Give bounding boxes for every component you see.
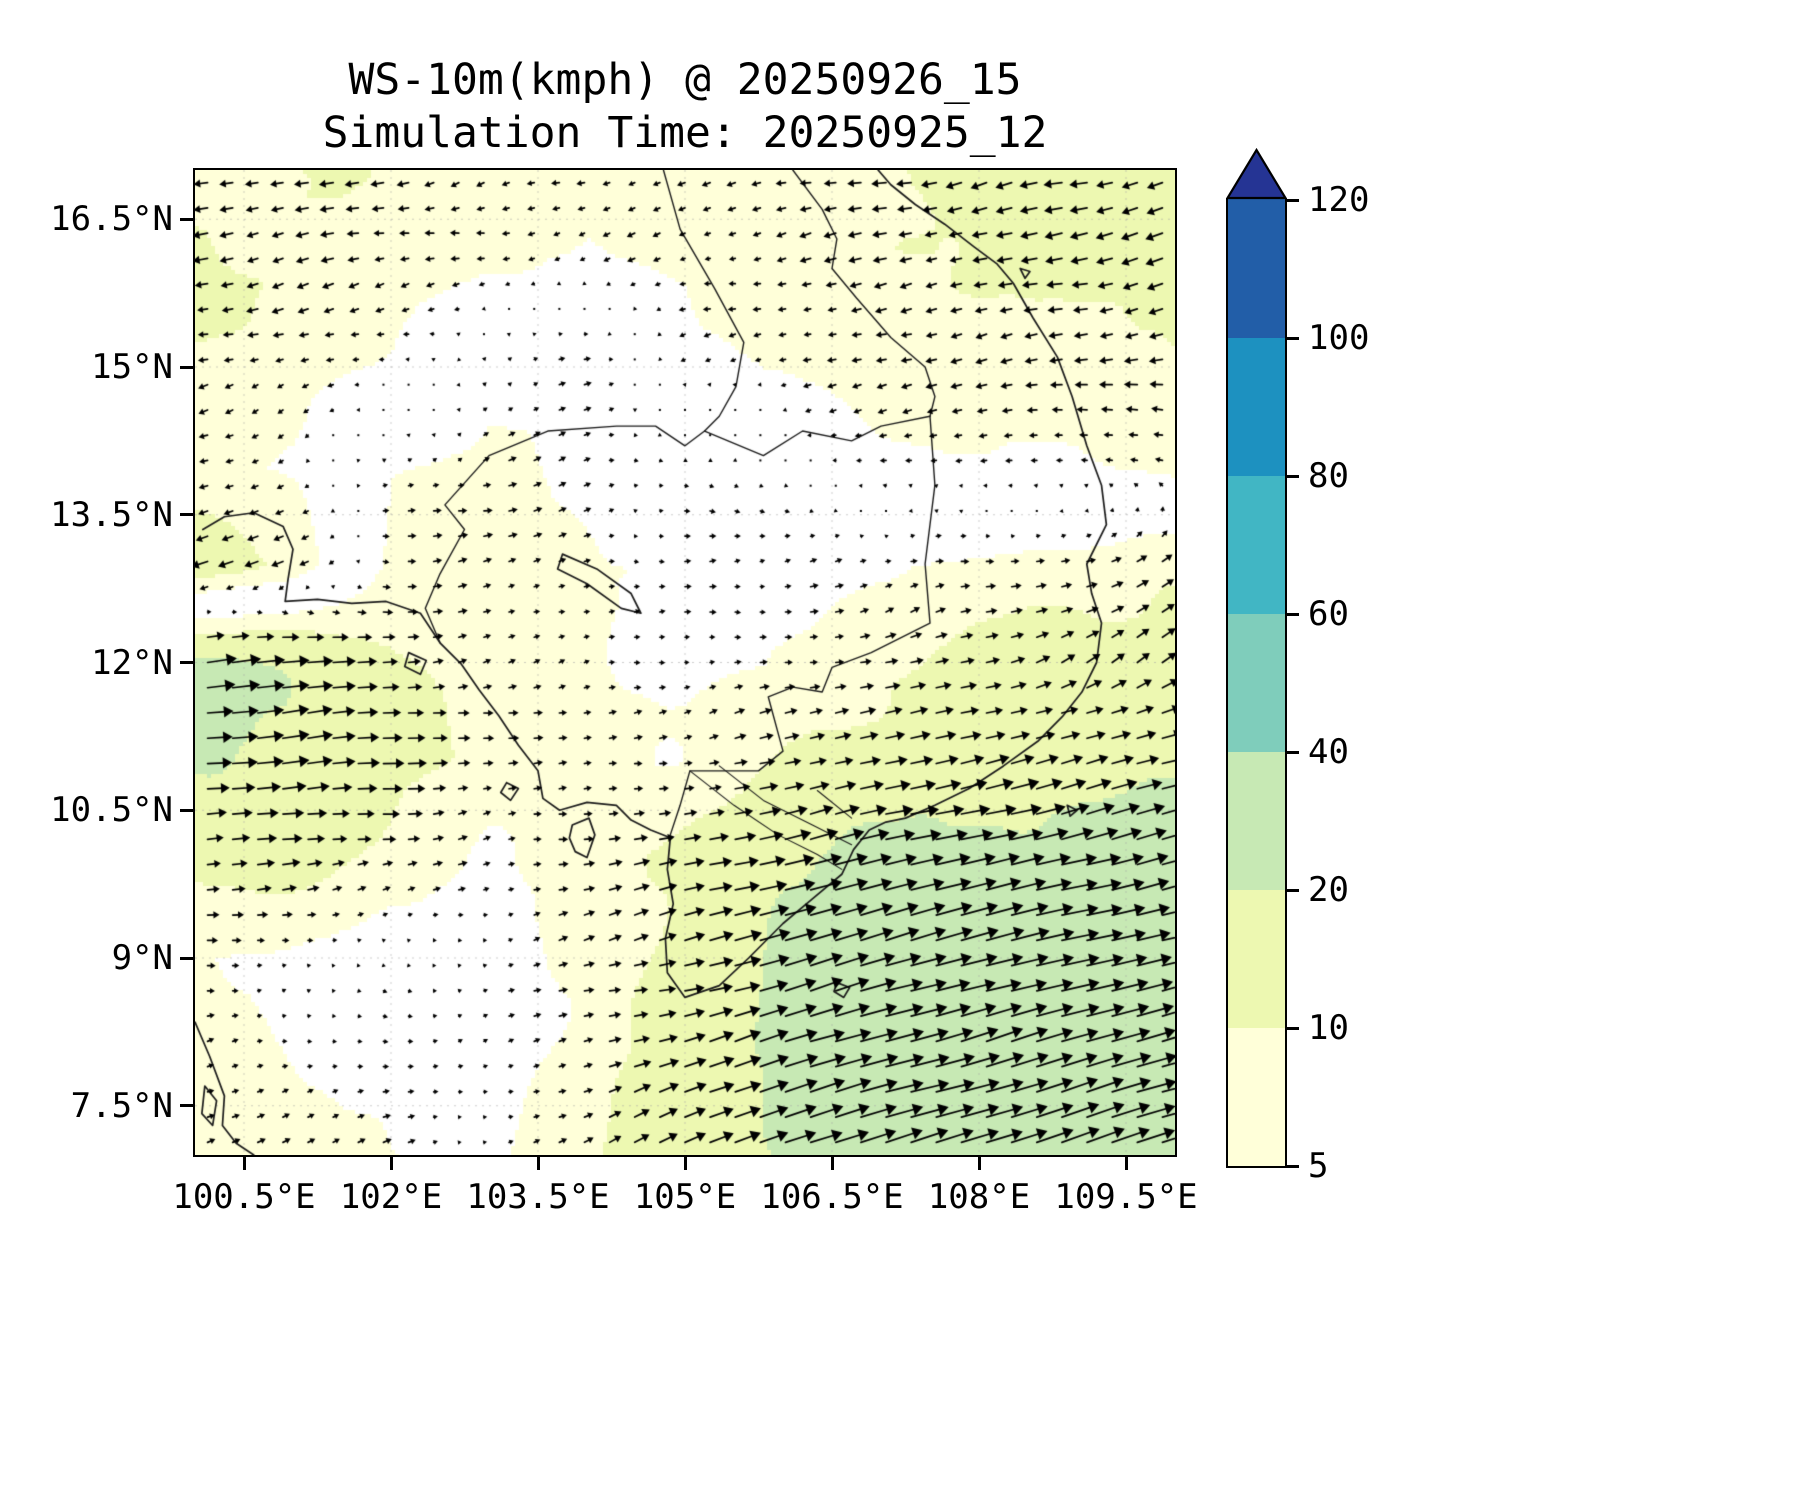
colorbar-tick [1287,336,1299,340]
map-canvas [195,170,1175,1155]
x-axis-tick [242,1157,246,1170]
y-tick-label: 12°N [91,642,173,683]
chart-title: WS-10m(kmph) @ 20250926_15 [348,55,1022,105]
colorbar-band [1228,1027,1285,1166]
colorbar-tick-label: 100 [1308,318,1370,358]
colorbar-tick [1287,1026,1299,1030]
colorbar-tick-label: 60 [1308,594,1349,634]
y-tick-label: 16.5°N [50,199,173,240]
y-tick-label: 10.5°N [50,790,173,831]
x-axis-tick [683,1157,687,1170]
y-axis-tick [180,1104,193,1108]
y-tick-label: 13.5°N [50,494,173,535]
colorbar-tick [1287,1164,1299,1168]
y-axis-tick [180,808,193,812]
chart-subtitle: Simulation Time: 20250925_12 [322,108,1048,158]
x-tick-label: 102°E [339,1177,443,1217]
colorbar-tick-label: 5 [1308,1146,1329,1186]
y-axis-tick [180,956,193,960]
x-tick-label: 108°E [927,1177,1031,1217]
x-axis-tick [830,1157,834,1170]
x-axis-tick [977,1157,981,1170]
colorbar-extend-arrow [1226,148,1287,200]
colorbar-band [1228,199,1285,338]
y-tick-label: 15°N [91,347,173,387]
colorbar-tick [1287,888,1299,892]
colorbar-tick-label: 20 [1308,870,1349,910]
y-tick-label: 9°N [111,938,173,978]
y-axis-tick [180,661,193,664]
y-tick-label: 7.5°N [70,1085,173,1126]
colorbar-tick-label: 120 [1308,180,1370,220]
colorbar-tick-label: 10 [1308,1008,1349,1048]
colorbar-band [1228,889,1285,1028]
colorbar-band [1228,613,1285,752]
y-axis-tick [180,513,193,517]
x-tick-label: 103.5°E [466,1177,610,1217]
colorbar-tick [1287,474,1299,478]
x-tick-label: 100.5°E [172,1177,316,1217]
y-axis-tick [180,217,193,221]
colorbar-band [1228,751,1285,890]
colorbar [1226,198,1287,1168]
y-axis-tick [180,365,193,369]
x-tick-label: 109.5°E [1054,1177,1198,1217]
x-tick-label: 106.5°E [760,1177,904,1217]
colorbar-tick-label: 40 [1308,732,1349,772]
x-tick-label: 105°E [633,1177,737,1217]
x-axis-tick [389,1157,393,1170]
colorbar-band [1228,337,1285,476]
plot-area [193,168,1177,1157]
colorbar-tick [1287,750,1299,754]
x-axis-tick [536,1157,540,1170]
colorbar-band [1228,475,1285,614]
x-axis-tick [1124,1157,1128,1170]
colorbar-tick-label: 80 [1308,456,1349,496]
colorbar-tick [1287,198,1299,202]
colorbar-tick [1287,612,1299,616]
